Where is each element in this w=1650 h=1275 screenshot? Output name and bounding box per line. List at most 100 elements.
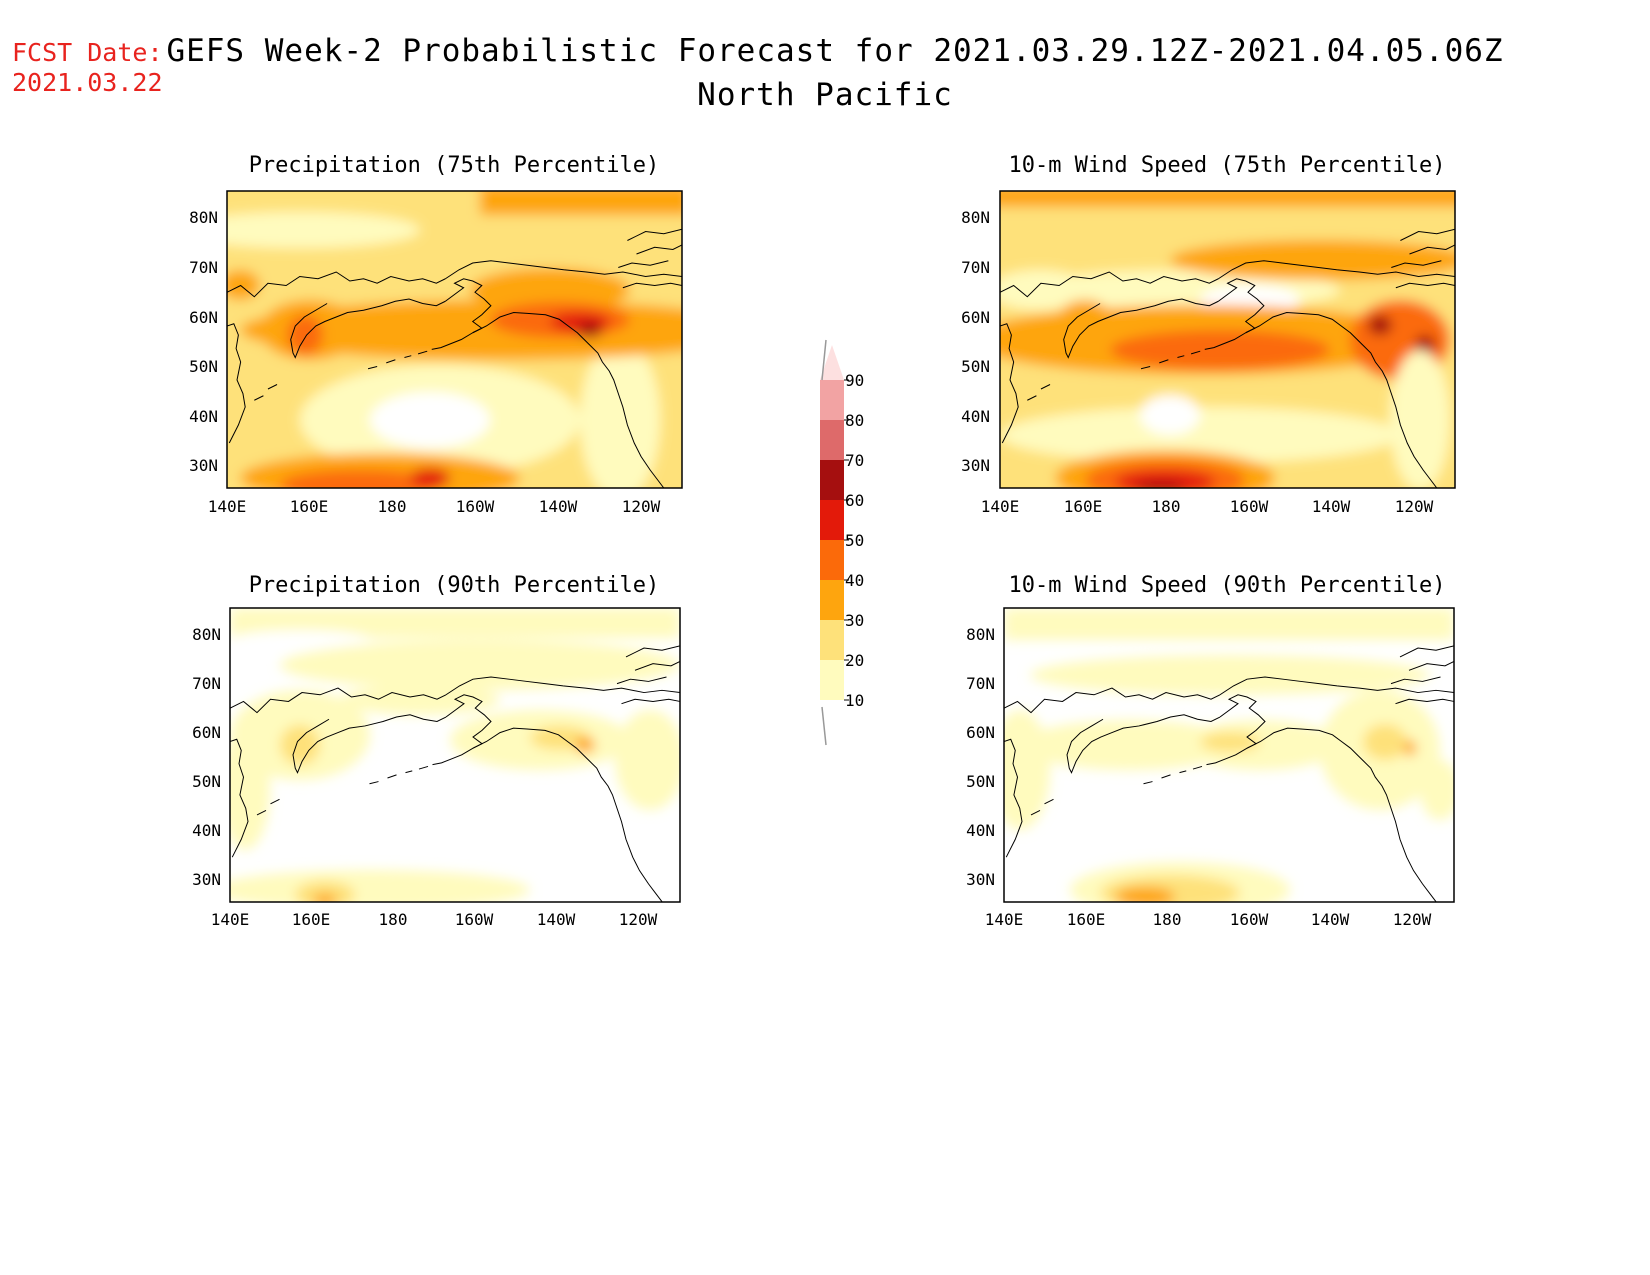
forecast-date-label: FCST Date: bbox=[12, 38, 163, 67]
colorbar-top-triangle bbox=[820, 345, 844, 380]
lon-tick: 160W bbox=[1230, 497, 1269, 516]
map-wind-90 bbox=[1004, 608, 1454, 902]
lat-tick: 50N bbox=[189, 357, 218, 376]
lon-tick: 160W bbox=[1230, 910, 1269, 929]
colorbar-label: 10 bbox=[845, 691, 864, 710]
colorbar-label: 20 bbox=[845, 651, 864, 670]
lat-axis: 80N 70N 60N 50N 40N 30N bbox=[189, 208, 218, 475]
map-frame bbox=[999, 190, 1456, 489]
lat-tick: 70N bbox=[966, 674, 995, 693]
colorbar-swatch bbox=[820, 540, 844, 580]
lat-tick: 80N bbox=[192, 625, 221, 644]
lat-tick: 40N bbox=[966, 821, 995, 840]
lat-tick: 30N bbox=[189, 456, 218, 475]
lat-tick: 30N bbox=[966, 870, 995, 889]
lat-tick: 40N bbox=[961, 407, 990, 426]
colorbar-swatch bbox=[820, 380, 844, 420]
lon-axis: 140E 160E 180 160W 140W 120W bbox=[211, 910, 658, 929]
panel-title-precip-75: Precipitation (75th Percentile) bbox=[249, 153, 660, 178]
lat-tick: 50N bbox=[961, 357, 990, 376]
map-frame bbox=[1003, 607, 1455, 903]
colorbar-label: 60 bbox=[845, 491, 864, 510]
panel-wind-75: 10-m Wind Speed (75th Percentile) bbox=[961, 153, 1456, 516]
lat-tick: 80N bbox=[189, 208, 218, 227]
lat-axis: 80N 70N 60N 50N 40N 30N bbox=[192, 625, 221, 889]
colorbar-swatch bbox=[820, 660, 844, 700]
lat-tick: 50N bbox=[192, 772, 221, 791]
lat-axis: 80N 70N 60N 50N 40N 30N bbox=[961, 208, 990, 475]
lon-tick: 140W bbox=[1311, 910, 1350, 929]
colorbar: 90 80 70 60 50 40 30 20 10 bbox=[820, 339, 864, 746]
panel-wind-90: 10-m Wind Speed (90th Percentile) bbox=[966, 573, 1455, 929]
lat-tick: 40N bbox=[189, 407, 218, 426]
lat-tick: 70N bbox=[192, 674, 221, 693]
lon-tick: 160E bbox=[290, 497, 329, 516]
panel-title-precip-90: Precipitation (90th Percentile) bbox=[249, 573, 660, 598]
panel-precip-90: Precipitation (90th Percentile) bbox=[192, 573, 681, 929]
lat-tick: 30N bbox=[192, 870, 221, 889]
lat-tick: 60N bbox=[189, 308, 218, 327]
lat-axis: 80N 70N 60N 50N 40N 30N bbox=[966, 625, 995, 889]
lon-axis: 140E 160E 180 160W 140W 120W bbox=[208, 497, 661, 516]
lon-tick: 120W bbox=[619, 910, 658, 929]
map-wind-75 bbox=[1000, 191, 1455, 488]
lat-tick: 70N bbox=[961, 258, 990, 277]
map-precip-90 bbox=[230, 608, 680, 902]
lon-tick: 140W bbox=[539, 497, 578, 516]
lon-tick: 180 bbox=[1152, 497, 1181, 516]
lon-tick: 140W bbox=[1312, 497, 1351, 516]
page-title: GEFS Week-2 Probabilistic Forecast for 2… bbox=[166, 33, 1504, 69]
colorbar-swatch bbox=[820, 500, 844, 540]
lat-tick: 60N bbox=[966, 723, 995, 742]
lon-tick: 160E bbox=[1064, 497, 1103, 516]
lat-tick: 50N bbox=[966, 772, 995, 791]
map-precip-75 bbox=[227, 191, 682, 488]
lon-tick: 160W bbox=[456, 497, 495, 516]
forecast-date-block: FCST Date: 2021.03.22 bbox=[12, 38, 163, 98]
lon-axis: 140E 160E 180 160W 140W 120W bbox=[985, 910, 1432, 929]
colorbar-label: 50 bbox=[845, 531, 864, 550]
region-title: North Pacific bbox=[697, 77, 953, 113]
map-frame bbox=[226, 190, 683, 489]
lat-tick: 60N bbox=[961, 308, 990, 327]
lat-tick: 60N bbox=[192, 723, 221, 742]
lat-tick: 40N bbox=[192, 821, 221, 840]
colorbar-swatch bbox=[820, 580, 844, 620]
colorbar-swatches bbox=[820, 345, 849, 701]
colorbar-top-cap bbox=[821, 339, 827, 381]
panel-title-wind-75: 10-m Wind Speed (75th Percentile) bbox=[1008, 153, 1445, 178]
lon-tick: 160W bbox=[455, 910, 494, 929]
colorbar-label: 40 bbox=[845, 571, 864, 590]
lon-tick: 180 bbox=[1153, 910, 1182, 929]
colorbar-label: 80 bbox=[845, 411, 864, 430]
lat-tick: 30N bbox=[961, 456, 990, 475]
lon-tick: 140E bbox=[985, 910, 1024, 929]
colorbar-bottom-cap bbox=[821, 706, 827, 746]
colorbar-label: 30 bbox=[845, 611, 864, 630]
lon-tick: 140W bbox=[537, 910, 576, 929]
lat-tick: 80N bbox=[966, 625, 995, 644]
panel-title-wind-90: 10-m Wind Speed (90th Percentile) bbox=[1008, 573, 1445, 598]
lat-tick: 70N bbox=[189, 258, 218, 277]
forecast-date-value: 2021.03.22 bbox=[12, 68, 163, 97]
colorbar-swatch bbox=[820, 620, 844, 660]
colorbar-swatch bbox=[820, 460, 844, 500]
lon-tick: 160E bbox=[292, 910, 331, 929]
lon-tick: 140E bbox=[981, 497, 1020, 516]
colorbar-swatch bbox=[820, 420, 844, 460]
lon-tick: 120W bbox=[1393, 910, 1432, 929]
lon-tick: 140E bbox=[208, 497, 247, 516]
lat-tick: 80N bbox=[961, 208, 990, 227]
panel-precip-75: Precipitation (75th Percentile) bbox=[189, 153, 683, 516]
lon-tick: 120W bbox=[622, 497, 661, 516]
lon-tick: 140E bbox=[211, 910, 250, 929]
lon-tick: 180 bbox=[378, 497, 407, 516]
map-frame bbox=[229, 607, 681, 903]
lon-tick: 120W bbox=[1395, 497, 1434, 516]
lon-axis: 140E 160E 180 160W 140W 120W bbox=[981, 497, 1434, 516]
colorbar-label: 90 bbox=[845, 371, 864, 390]
lon-tick: 160E bbox=[1067, 910, 1106, 929]
colorbar-label: 70 bbox=[845, 451, 864, 470]
lon-tick: 180 bbox=[379, 910, 408, 929]
